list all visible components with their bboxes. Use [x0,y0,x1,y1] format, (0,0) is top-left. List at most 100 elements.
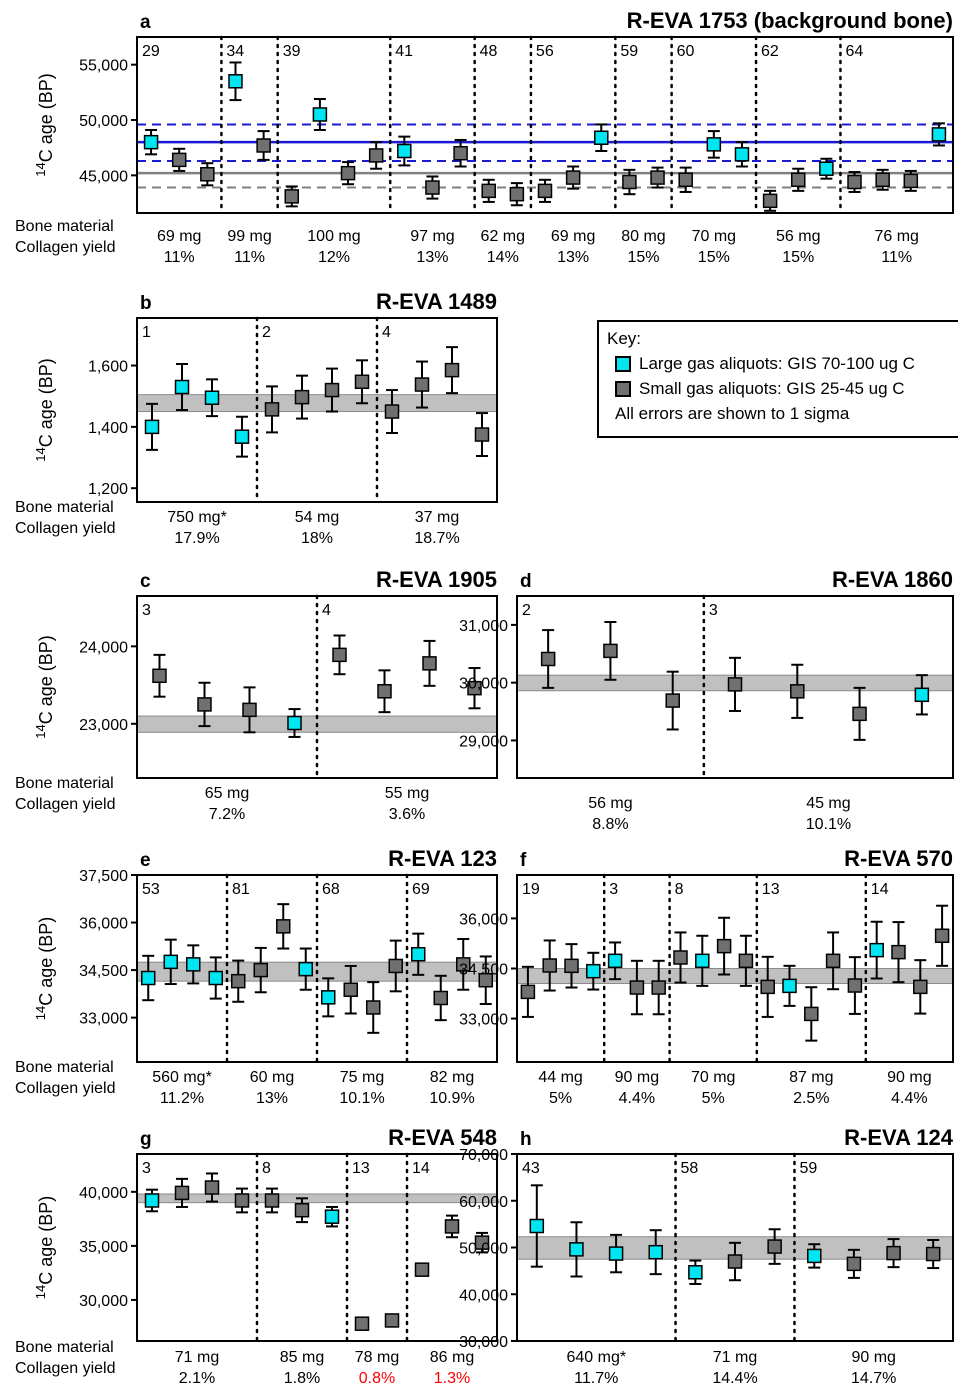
data-point [425,175,440,200]
data-point [695,934,710,987]
small-aliquot-marker [790,172,806,188]
bone-material-value: 45 mg [806,795,850,812]
large-aliquot-marker [298,961,313,977]
data-point [738,934,754,987]
group-label: 64 [845,43,863,60]
collagen-yield-value: 2.5% [793,1090,829,1107]
bone-material-value: 62 mg [481,228,525,245]
data-point [846,1248,862,1279]
data-point [228,61,243,102]
bone-material-value: 54 mg [295,509,339,526]
large-aliquot-marker [807,1248,822,1264]
data-point [276,903,291,950]
mean-band [137,394,497,413]
bone-material-value: 82 mg [430,1069,474,1086]
small-aliquot-marker [847,978,863,993]
row-label-collagen-yield: Collagen yield [15,1080,116,1097]
collagen-yield-value: 13% [557,249,589,266]
bone-material-value: 65 mg [205,785,249,802]
data-point [608,1233,624,1274]
panel-title: R-EVA 123 [388,846,497,871]
large-aliquot-marker [734,147,750,162]
group-label: 8 [262,1160,271,1177]
y-tick-label: 45,000 [79,168,128,185]
collagen-yield-value: 11% [164,249,195,266]
large-aliquot-marker [869,942,884,958]
small-aliquot-marker [174,1185,190,1201]
data-point [294,1197,310,1224]
y-tick-label: 40,000 [459,1287,508,1304]
data-point [366,981,381,1034]
small-aliquot-marker [256,138,271,153]
bone-material-value: 71 mg [175,1349,219,1366]
row-label-bone-material: Bone material [15,1059,114,1076]
data-point [200,162,215,187]
data-point [727,1241,743,1282]
small-aliquot-marker [886,1245,901,1261]
data-point [298,947,313,991]
small-aliquot-marker [152,668,167,684]
data-point [914,674,930,716]
y-tick-label: 36,000 [459,911,508,928]
y-tick-label: 34,500 [79,963,128,980]
collagen-yield-value: 15% [627,249,659,266]
data-point [264,1187,280,1214]
small-aliquot-marker [481,183,496,199]
panel-letter: h [520,1129,532,1150]
data-point [312,97,328,131]
small-aliquot-marker [804,1006,819,1022]
data-point [253,946,268,994]
small-aliquot-marker [665,693,680,708]
data-point [648,1229,663,1276]
large-aliquot-marker [287,715,302,731]
group-label: 53 [142,881,160,898]
collagen-yield-value: 15% [782,249,814,266]
collagen-yield-value: 7.2% [209,806,245,823]
data-point [934,904,950,967]
legend-small-swatch [615,380,631,397]
data-point [520,965,536,1018]
bone-material-value: 37 mg [415,509,459,526]
mean-band [517,968,953,985]
y-axis-label: 14C age (BP) [33,917,56,1021]
collagen-yield-value: 11% [881,249,912,266]
small-aliquot-marker [509,186,525,202]
y-axis-label: 14C age (BP) [33,358,56,462]
collagen-yield-value: 13% [256,1090,288,1107]
y-tick-label: 35,000 [79,1239,128,1256]
collagen-yield-value: 18% [301,530,333,547]
y-tick-label: 33,000 [459,1012,508,1029]
data-point [444,346,460,395]
collagen-yield-value: 8.8% [592,816,628,833]
data-point [411,932,426,976]
data-point [913,959,928,1015]
large-aliquot-marker [228,74,243,89]
group-label: 29 [142,43,160,60]
data-point [869,920,884,980]
bone-material-value: 69 mg [551,228,595,245]
data-point [603,621,618,681]
data-point [368,141,384,170]
data-point [324,367,340,413]
y-tick-label: 29,000 [459,733,508,750]
bone-material-value: 90 mg [615,1069,659,1086]
small-aliquot-marker [366,1000,381,1015]
bone-material-value: 85 mg [280,1349,324,1366]
data-point [474,1231,490,1254]
small-aliquot-marker [540,651,556,667]
large-aliquot-marker [143,134,159,150]
data-point [474,412,490,457]
y-tick-label: 23,000 [79,717,128,734]
collagen-yield-value: 15% [698,249,730,266]
data-point [542,939,557,992]
data-point [204,1172,220,1203]
bone-material-value: 99 mg [227,228,271,245]
large-aliquot-marker [569,1242,584,1257]
data-point [790,167,806,192]
data-point [144,402,160,451]
large-aliquot-marker [204,390,220,405]
data-point [706,130,722,159]
data-point [819,157,834,180]
data-point [825,931,841,991]
data-point [629,959,645,1016]
